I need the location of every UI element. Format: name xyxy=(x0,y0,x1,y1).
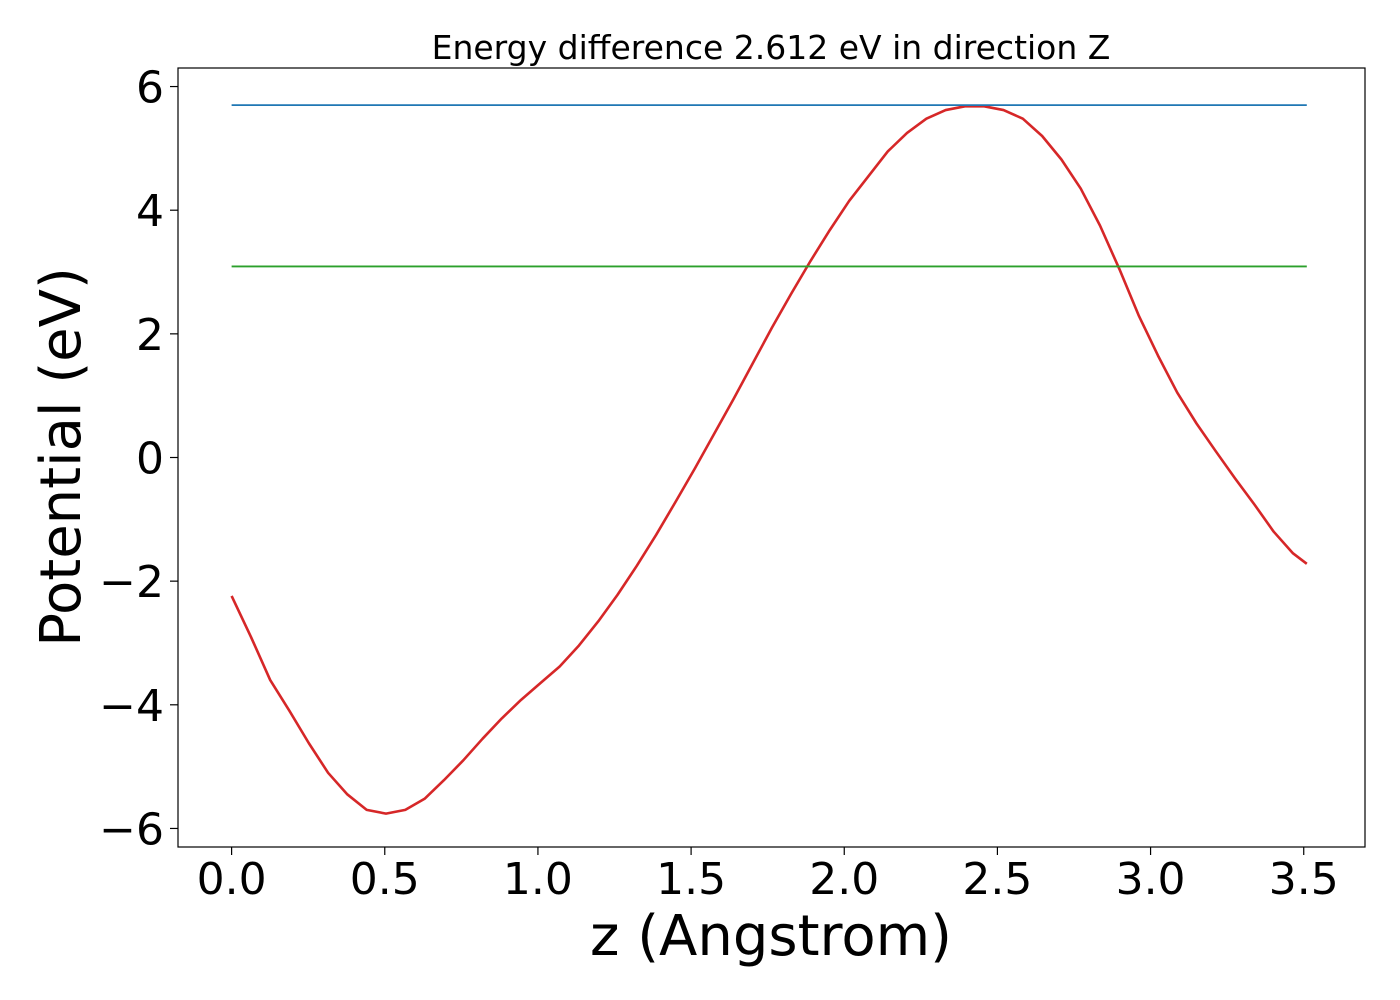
y-tick-label: −2 xyxy=(99,557,164,608)
y-tick-label: −6 xyxy=(99,804,164,855)
y-axis-label: Potential (eV) xyxy=(29,267,94,647)
x-tick-label: 2.0 xyxy=(809,854,879,905)
y-tick-label: 6 xyxy=(136,63,164,114)
plot-frame xyxy=(177,67,1366,848)
series-layer xyxy=(230,104,1308,815)
x-axis-label: z (Angstrom) xyxy=(590,904,952,969)
chart-title: Energy difference 2.612 eV in direction … xyxy=(432,28,1111,67)
x-tick-label: 1.5 xyxy=(656,854,726,905)
x-axis: 0.0 0.5 1.0 1.5 2.0 2.5 3.0 3.5 xyxy=(197,847,1339,905)
x-tick-label: 3.5 xyxy=(1269,854,1339,905)
x-tick-label: 0.5 xyxy=(350,854,420,905)
y-tick-label: 0 xyxy=(136,434,164,485)
y-axis: −6 −4 −2 0 2 4 6 xyxy=(99,63,178,855)
series-line-0 xyxy=(230,105,1308,815)
x-tick-label: 2.5 xyxy=(962,854,1032,905)
x-tick-label: 0.0 xyxy=(197,854,267,905)
x-tick-label: 3.0 xyxy=(1116,854,1186,905)
y-tick-label: 2 xyxy=(136,310,164,361)
y-tick-label: 4 xyxy=(136,186,164,237)
x-tick-label: 1.0 xyxy=(503,854,573,905)
y-tick-label: −4 xyxy=(99,681,164,732)
